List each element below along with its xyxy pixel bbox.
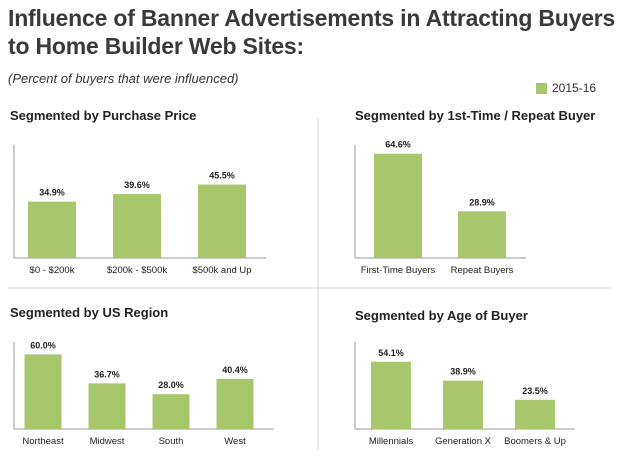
category-label: First-Time Buyers — [361, 265, 436, 276]
panel-title: Segmented by 1st-Time / Repeat Buyer — [355, 108, 595, 123]
category-label: Northeast — [22, 436, 64, 447]
bar — [374, 153, 422, 258]
legend-swatch — [536, 83, 547, 94]
category-label: $500k and Up — [192, 265, 251, 276]
category-label: Repeat Buyers — [451, 265, 514, 276]
bar — [515, 399, 555, 429]
us-region-panel: Segmented by US Region 60.0% Northeast 36.7… — [10, 305, 274, 447]
category-label: West — [224, 436, 246, 447]
bar-value-label: 38.9% — [450, 367, 476, 377]
bar-value-label: 28.0% — [158, 380, 184, 390]
bar — [113, 194, 161, 258]
bar-value-label: 23.5% — [522, 386, 548, 396]
category-label: Millennials — [369, 436, 414, 447]
bar — [88, 383, 126, 429]
bar-value-label: 64.6% — [385, 140, 411, 150]
bar — [443, 380, 483, 429]
bar-value-label: 40.4% — [222, 365, 248, 375]
category-label: South — [159, 436, 184, 447]
category-label: Midwest — [90, 436, 125, 447]
panel-title: Segmented by Age of Buyer — [355, 308, 528, 323]
purchase-price-panel: Segmented by Purchase Price 34.9% $0 - $20… — [10, 108, 266, 276]
buyer-type-panel: Segmented by 1st-Time / Repeat Buyer 64.6… — [354, 108, 595, 276]
bar — [371, 361, 411, 429]
age-of-buyer-panel: Segmented by Age of Buyer 54.1% Millennial… — [354, 308, 575, 447]
category-label: Generation X — [435, 436, 492, 447]
bar-value-label: 54.1% — [378, 348, 404, 358]
category-label: $0 - $200k — [30, 265, 75, 276]
page-title: Influence of Banner Advertisements in At… — [8, 5, 616, 59]
category-label: $200k - $500k — [107, 265, 167, 276]
bar — [216, 378, 254, 429]
bar — [152, 394, 190, 429]
bar-value-label: 39.6% — [124, 180, 150, 190]
panel-title: Segmented by Purchase Price — [10, 108, 196, 123]
bar — [198, 184, 246, 258]
bar-value-label: 34.9% — [39, 188, 65, 198]
legend-label: 2015-16 — [552, 81, 597, 95]
bar — [458, 211, 506, 258]
bar-value-label: 28.9% — [469, 197, 495, 207]
panel-title: Segmented by US Region — [10, 305, 168, 320]
bar — [24, 354, 62, 429]
bar-value-label: 36.7% — [94, 369, 120, 379]
bar-value-label: 60.0% — [30, 340, 56, 350]
category-label: Boomers & Up — [504, 436, 566, 447]
bar-value-label: 45.5% — [209, 171, 235, 181]
page-subtitle: (Percent of buyers that were influenced) — [8, 71, 239, 86]
bar — [28, 201, 76, 258]
